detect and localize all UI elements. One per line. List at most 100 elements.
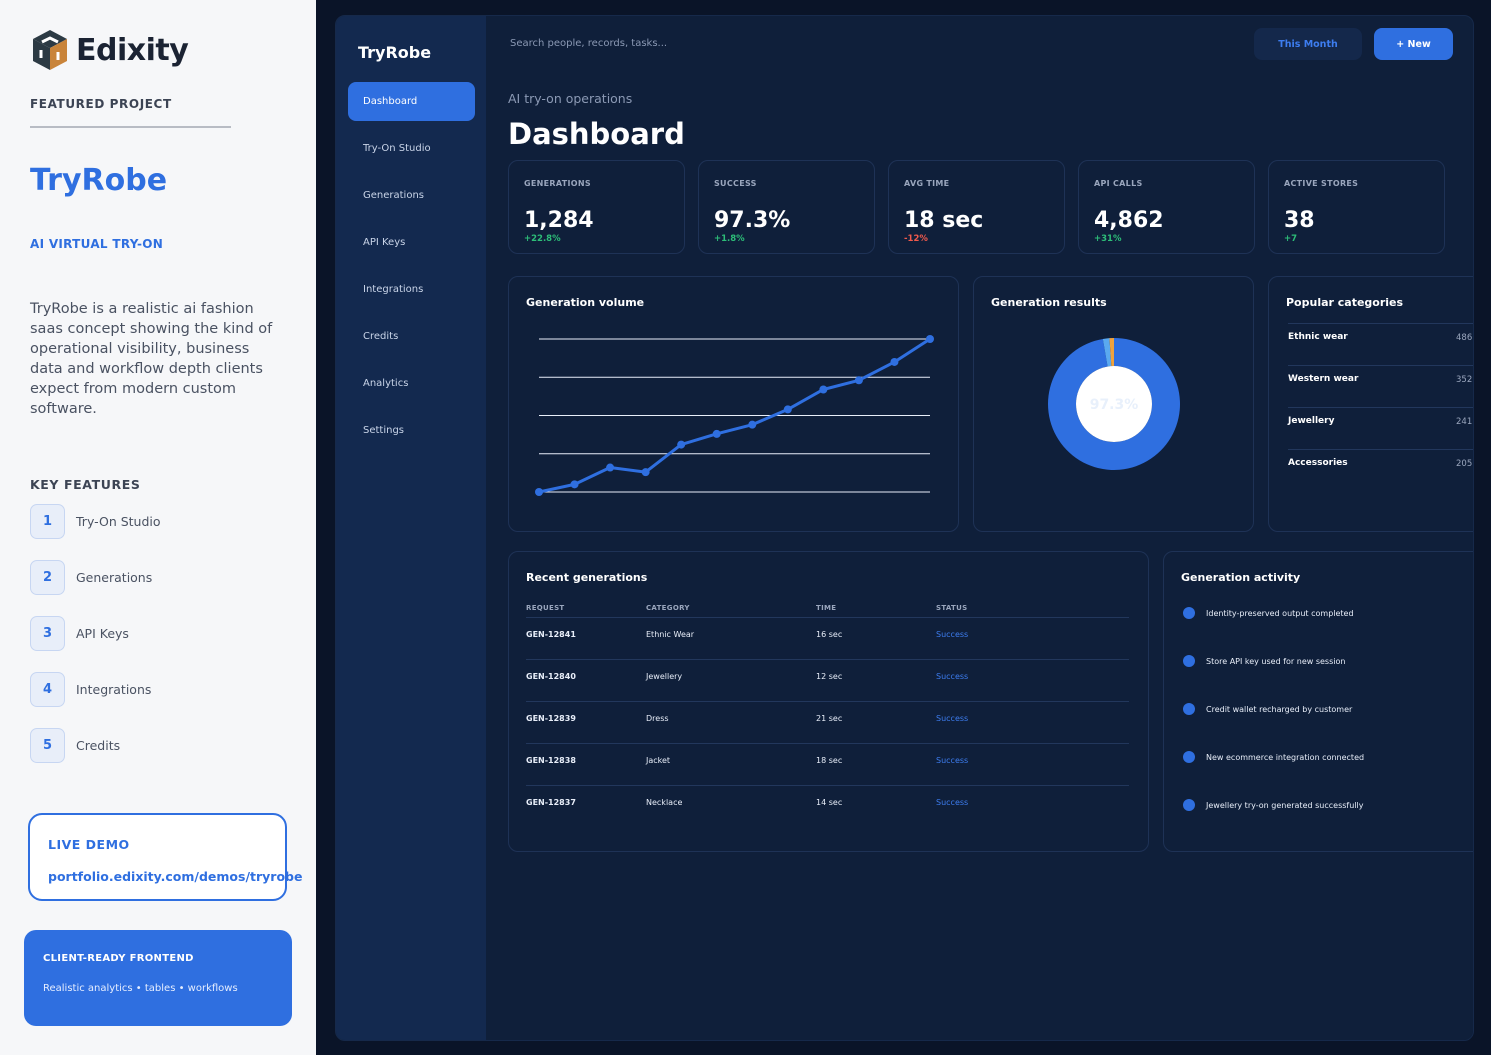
- feature-number: 4: [30, 672, 65, 707]
- category-name: Western wear: [1288, 374, 1359, 384]
- cell-time: 18 sec: [816, 756, 843, 765]
- search-input[interactable]: Search people, records, tasks...: [510, 38, 668, 49]
- column-header-category: CATEGORY: [646, 604, 690, 612]
- nav-try-on-studio[interactable]: Try-On Studio: [363, 143, 431, 154]
- pie-slice[interactable]: [1102, 338, 1112, 367]
- nav-settings[interactable]: Settings: [363, 425, 405, 436]
- nav-api-keys[interactable]: API Keys: [363, 237, 406, 248]
- category-row[interactable]: Ethnic wear 486: [1288, 323, 1473, 365]
- category-row[interactable]: Accessories 205: [1288, 449, 1473, 491]
- new-button[interactable]: + New: [1374, 28, 1453, 60]
- feature-number: 5: [30, 728, 65, 763]
- data-point[interactable]: [748, 420, 757, 429]
- data-point[interactable]: [926, 335, 934, 343]
- stat-label: ACTIVE STORES: [1284, 179, 1359, 188]
- nav-generations[interactable]: Generations: [363, 190, 424, 201]
- recent-generations-card: Recent generations REQUEST CATEGORY TIME…: [508, 551, 1149, 852]
- activity-dot-icon: [1183, 607, 1195, 619]
- cell-request: GEN-12837: [526, 798, 576, 807]
- table-row[interactable]: GEN-12838 Jacket 18 sec Success: [526, 743, 1129, 785]
- stat-value: 38: [1284, 208, 1315, 233]
- generation-volume-card: Generation volume: [508, 276, 959, 532]
- data-point[interactable]: [819, 385, 828, 394]
- category-row[interactable]: Jewellery 241: [1288, 407, 1473, 449]
- sidebar: TryRobe Dashboard Try-On Studio Generati…: [336, 16, 486, 1040]
- this-month-button[interactable]: This Month: [1254, 28, 1362, 60]
- cell-request: GEN-12838: [526, 756, 576, 765]
- series-line: [538, 337, 931, 494]
- table-row[interactable]: GEN-12839 Dress 21 sec Success: [526, 701, 1129, 743]
- cell-request: GEN-12839: [526, 714, 576, 723]
- nav-dashboard[interactable]: Dashboard: [348, 82, 475, 121]
- feature-number: 2: [30, 560, 65, 595]
- category-name: Ethnic wear: [1288, 332, 1348, 342]
- cell-request: GEN-12841: [526, 630, 576, 639]
- activity-item[interactable]: Store API key used for new session: [1183, 655, 1345, 667]
- pie-slice[interactable]: [1109, 338, 1114, 367]
- activity-dot-icon: [1183, 751, 1195, 763]
- stat-value: 18 sec: [904, 208, 984, 233]
- cell-request: GEN-12840: [526, 672, 576, 681]
- client-ready-card: CLIENT-READY FRONTEND Realistic analytic…: [24, 930, 292, 1026]
- line-chart: [535, 335, 934, 496]
- activity-text: Store API key used for new session: [1206, 656, 1346, 666]
- pie-slice[interactable]: [1048, 338, 1180, 470]
- status-badge: Success: [936, 672, 969, 681]
- nav-credits[interactable]: Credits: [363, 331, 399, 342]
- feature-number: 3: [30, 616, 65, 651]
- category-count: 241: [1456, 417, 1473, 427]
- stat-label: SUCCESS: [714, 179, 757, 188]
- key-feature-item: 1 Try-On Studio: [30, 504, 161, 539]
- cell-category: Jewellery: [646, 672, 683, 681]
- column-header-status: STATUS: [936, 604, 968, 612]
- data-point[interactable]: [677, 440, 686, 449]
- activity-item[interactable]: New ecommerce integration connected: [1183, 751, 1364, 763]
- client-ready-title: CLIENT-READY FRONTEND: [43, 953, 194, 964]
- nav-analytics[interactable]: Analytics: [363, 378, 409, 389]
- data-point[interactable]: [712, 429, 721, 438]
- donut-center-label: 97.3%: [1090, 397, 1139, 413]
- activity-item[interactable]: Identity-preserved output completed: [1183, 607, 1354, 619]
- table-row[interactable]: GEN-12840 Jewellery 12 sec Success: [526, 659, 1129, 701]
- status-badge: Success: [936, 756, 969, 765]
- data-point[interactable]: [606, 463, 615, 472]
- live-demo-label: LIVE DEMO: [48, 837, 130, 852]
- table-row[interactable]: GEN-12841 Ethnic Wear 16 sec Success: [526, 617, 1129, 659]
- cell-category: Ethnic Wear: [646, 630, 695, 639]
- stat-delta: +22.8%: [524, 234, 561, 244]
- nav-integrations[interactable]: Integrations: [363, 284, 424, 295]
- category-row[interactable]: Western wear 352: [1288, 365, 1473, 407]
- live-demo-card[interactable]: LIVE DEMO portfolio.edixity.com/demos/tr…: [28, 813, 303, 901]
- card-title: Generation results: [991, 296, 1107, 309]
- category-name: Accessories: [1288, 458, 1348, 468]
- stat-card-api-calls: API CALLS 4,862 +31%: [1078, 160, 1255, 254]
- data-point[interactable]: [890, 357, 899, 366]
- activity-item[interactable]: Credit wallet recharged by customer: [1183, 703, 1352, 715]
- activity-item[interactable]: Jewellery try-on generated successfully: [1183, 799, 1363, 811]
- key-feature-item: 2 Generations: [30, 560, 152, 595]
- cell-time: 16 sec: [816, 630, 843, 639]
- data-point[interactable]: [535, 488, 543, 496]
- page-subtitle: AI try-on operations: [508, 91, 633, 106]
- feature-label: Generations: [76, 570, 153, 585]
- data-point[interactable]: [641, 468, 650, 477]
- category-name: Jewellery: [1288, 416, 1335, 426]
- project-subtitle: AI VIRTUAL TRY-ON: [30, 237, 164, 251]
- app-brand: TryRobe: [358, 43, 432, 62]
- key-feature-item: 5 Credits: [30, 728, 120, 763]
- stat-label: API CALLS: [1094, 179, 1143, 188]
- activity-dot-icon: [1183, 703, 1195, 715]
- data-point[interactable]: [570, 480, 579, 489]
- table-row[interactable]: GEN-12837 Necklace 14 sec Success: [526, 785, 1129, 827]
- status-badge: Success: [936, 798, 969, 807]
- cell-time: 21 sec: [816, 714, 843, 723]
- live-demo-link[interactable]: portfolio.edixity.com/demos/tryrobe: [48, 869, 303, 884]
- stat-label: GENERATIONS: [524, 179, 591, 188]
- stat-card-generations: GENERATIONS 1,284 +22.8%: [508, 160, 685, 254]
- promo-panel: Edixity FEATURED PROJECT TryRobe AI VIRT…: [0, 0, 316, 1055]
- status-badge: Success: [936, 714, 969, 723]
- feature-label: Try-On Studio: [76, 514, 161, 529]
- data-point[interactable]: [783, 405, 792, 414]
- card-title: Recent generations: [526, 571, 648, 584]
- data-point[interactable]: [854, 376, 863, 385]
